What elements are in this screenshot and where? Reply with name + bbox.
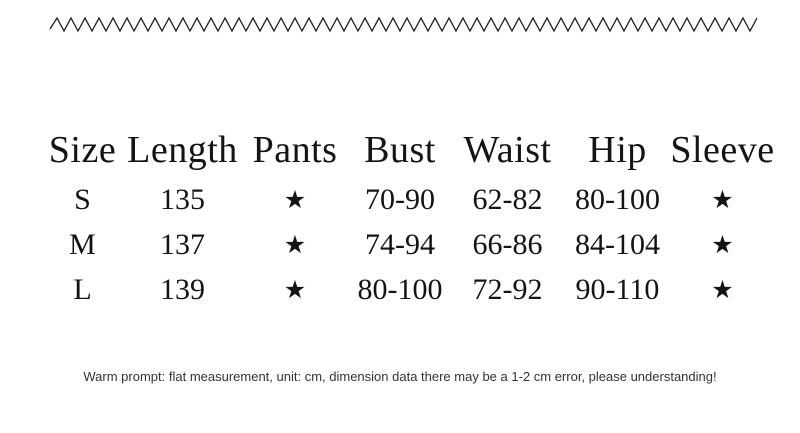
star-icon: ★	[711, 230, 734, 259]
zigzag-path	[49, 16, 758, 33]
cell-waist: 66-86	[472, 227, 543, 261]
table-row-l: L 139 ★ 80-100 72-92 90-110 ★	[40, 267, 775, 312]
star-icon: ★	[283, 275, 307, 304]
cell-hip: 90-110	[575, 272, 660, 306]
size-chart-table: Size Length Pants Bust Waist Hip Sleeve …	[40, 122, 775, 312]
header-pants: Pants	[252, 128, 338, 171]
cell-length: 139	[160, 272, 205, 306]
warm-prompt-note: Warm prompt: flat measurement, unit: cm,…	[83, 369, 717, 384]
cell-bust: 70-90	[365, 182, 435, 216]
header-bust: Bust	[364, 128, 436, 171]
cell-length: 135	[160, 182, 205, 216]
header-size: Size	[48, 128, 117, 171]
cell-bust: 80-100	[357, 272, 443, 306]
header-length: Length	[127, 128, 238, 171]
star-icon: ★	[283, 185, 307, 214]
cell-size: L	[73, 272, 92, 306]
header-sleeve: Sleeve	[670, 128, 775, 171]
star-icon: ★	[711, 185, 734, 214]
table-row-s: S 135 ★ 70-90 62-82 80-100 ★	[40, 177, 775, 222]
table-row-m: M 137 ★ 74-94 66-86 84-104 ★	[40, 222, 775, 267]
cell-hip: 84-104	[575, 227, 660, 261]
cell-waist: 62-82	[472, 182, 543, 216]
star-icon: ★	[283, 230, 307, 259]
cell-size: M	[69, 227, 96, 261]
cell-length: 137	[160, 227, 205, 261]
star-icon: ★	[711, 275, 734, 304]
cell-hip: 80-100	[575, 182, 660, 216]
cell-bust: 74-94	[365, 227, 435, 261]
cell-size: S	[74, 182, 91, 216]
cell-waist: 72-92	[472, 272, 543, 306]
header-hip: Hip	[588, 128, 647, 171]
table-header-row: Size Length Pants Bust Waist Hip Sleeve	[40, 122, 775, 177]
header-waist: Waist	[463, 128, 552, 171]
zigzag-divider	[49, 16, 758, 33]
